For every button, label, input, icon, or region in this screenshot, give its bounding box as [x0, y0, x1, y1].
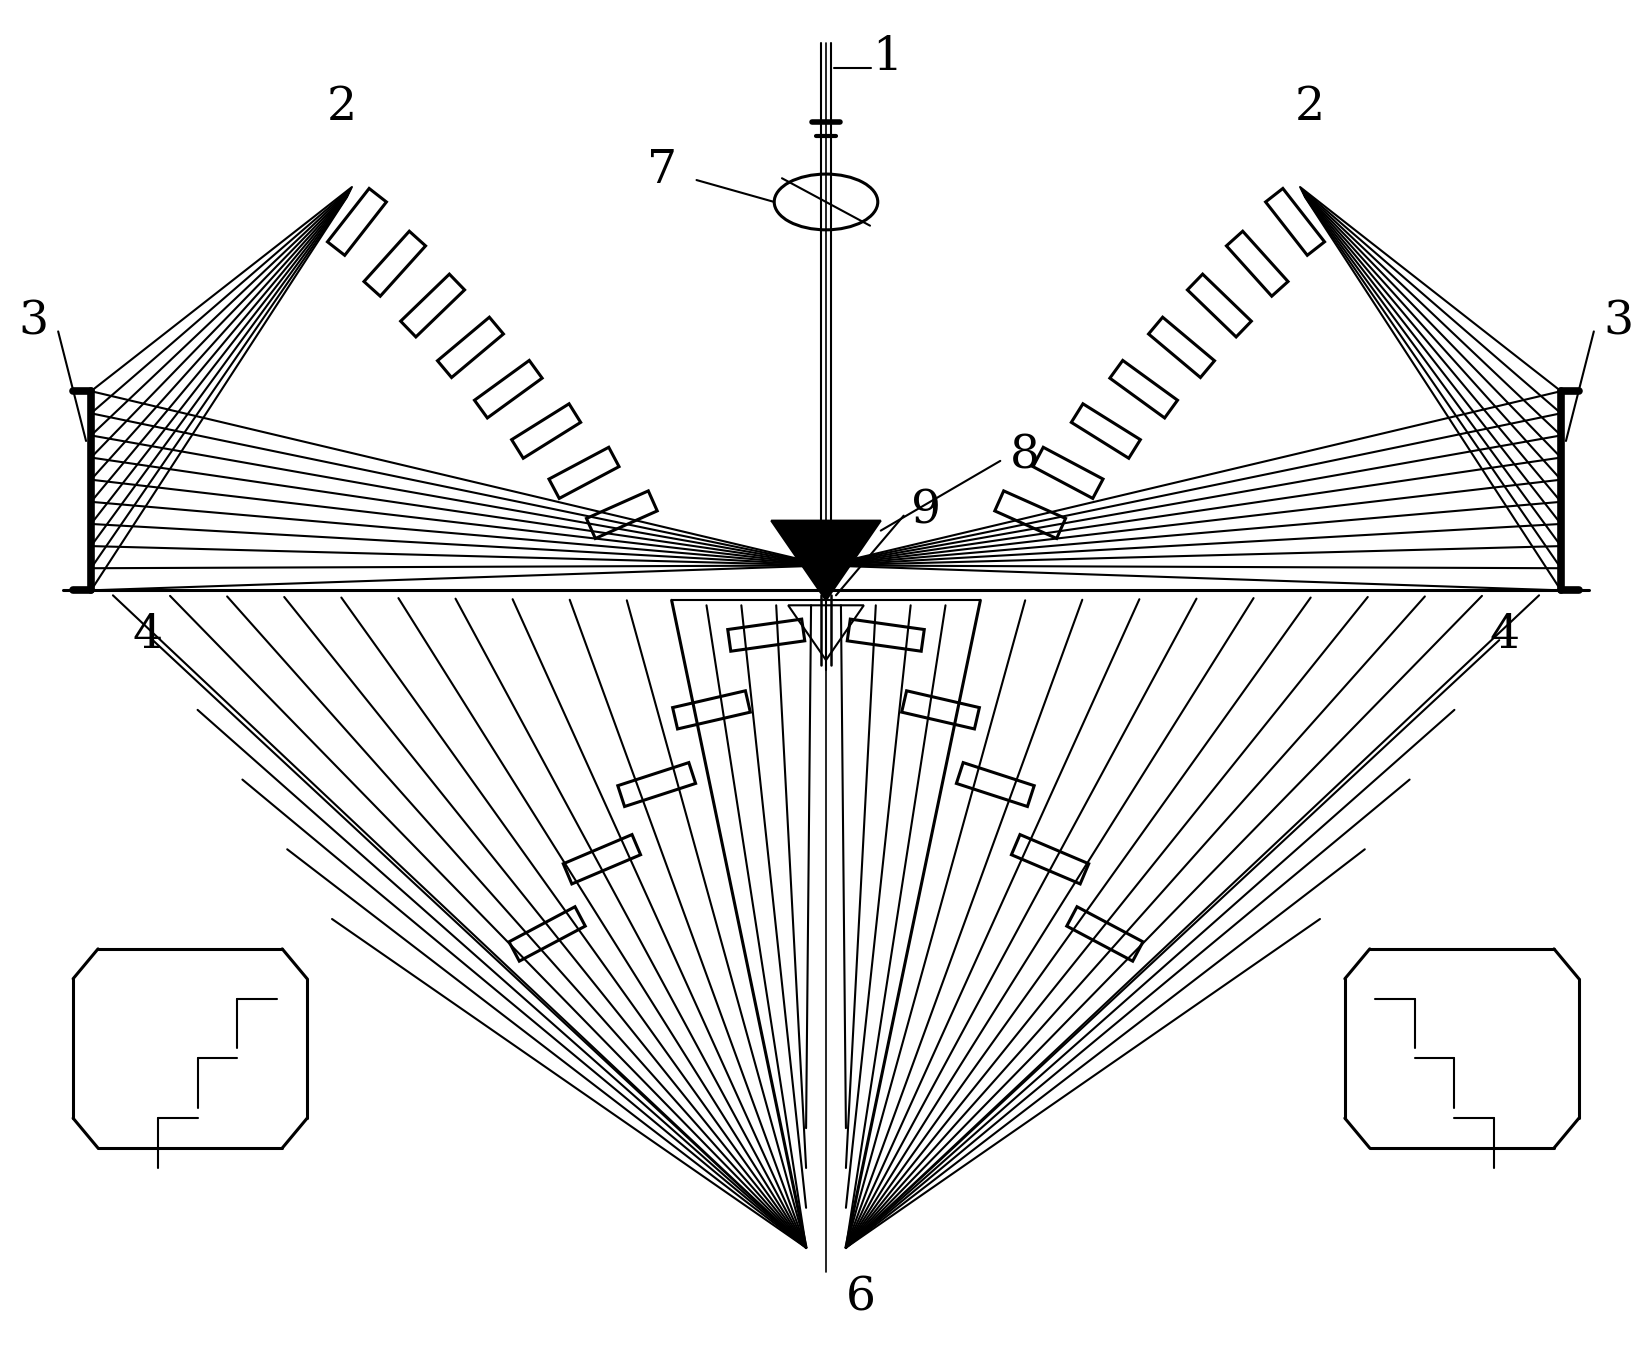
Text: 1: 1	[872, 35, 902, 80]
Text: 4: 4	[132, 612, 164, 658]
Text: 7: 7	[646, 148, 677, 192]
Text: 3: 3	[18, 299, 48, 344]
Text: 8: 8	[1009, 433, 1041, 478]
Text: 6: 6	[846, 1275, 876, 1320]
Text: 3: 3	[1604, 299, 1634, 344]
Text: 2: 2	[1295, 85, 1325, 130]
Polygon shape	[771, 521, 881, 600]
Text: 9: 9	[910, 487, 940, 533]
Text: 4: 4	[1488, 612, 1520, 658]
Text: 2: 2	[327, 85, 357, 130]
